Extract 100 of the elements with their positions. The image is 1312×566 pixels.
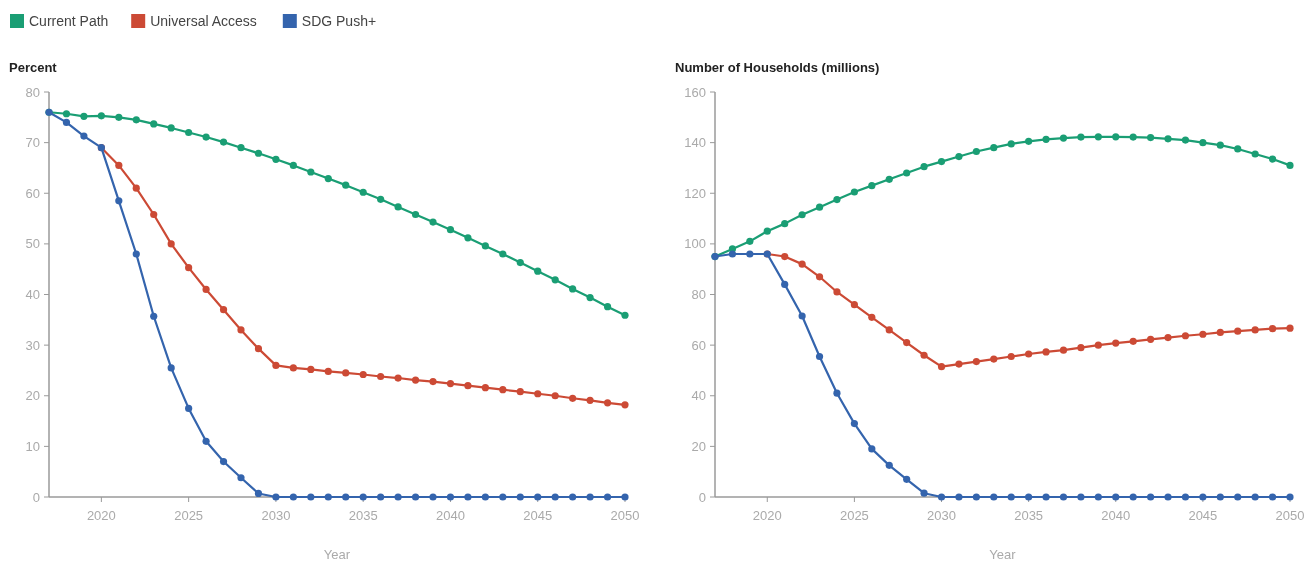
point (937, 493, 946, 501)
x-tick-label: 2050 (610, 508, 640, 523)
legend-label: Universal Access (150, 12, 257, 29)
y-tick-label: 120 (684, 185, 706, 201)
point (307, 493, 315, 501)
point (868, 445, 876, 453)
point (1129, 493, 1137, 501)
point (377, 195, 385, 203)
chart-title: Number of Households (millions) (675, 60, 880, 75)
point (446, 380, 455, 388)
point (342, 181, 350, 189)
point (1007, 493, 1015, 501)
point (868, 313, 876, 321)
point (972, 493, 980, 501)
point (342, 369, 350, 377)
point (569, 493, 577, 501)
point (499, 250, 507, 258)
point (990, 493, 998, 501)
point (481, 384, 489, 392)
point (850, 301, 858, 309)
y-tick-label: 100 (684, 236, 706, 252)
point (377, 493, 385, 501)
y-tick-label: 10 (25, 438, 40, 454)
y-tick-label: 20 (25, 388, 40, 404)
point (603, 399, 612, 407)
point (868, 182, 876, 190)
y-tick-label: 0 (32, 489, 40, 505)
point (781, 252, 789, 261)
x-tick-label: 2025 (839, 508, 869, 523)
point (1181, 493, 1190, 501)
x-tick-label: 2045 (523, 508, 553, 523)
point (411, 210, 420, 219)
point (464, 234, 472, 242)
point (1268, 493, 1277, 501)
point (920, 489, 928, 497)
point (1129, 133, 1137, 141)
point (80, 112, 88, 120)
point (394, 203, 402, 211)
point (150, 120, 158, 128)
point (903, 475, 911, 483)
point (1251, 326, 1259, 334)
point (429, 493, 437, 501)
point (1251, 493, 1259, 501)
point (1234, 493, 1242, 501)
x-tick-label: 2030 (927, 508, 956, 523)
point (185, 404, 193, 413)
point (586, 493, 594, 501)
point (815, 352, 824, 361)
point (132, 250, 140, 258)
point (1164, 493, 1172, 501)
point (1077, 493, 1085, 501)
point (516, 259, 524, 267)
point (481, 242, 489, 250)
point (1007, 352, 1015, 361)
point (97, 112, 105, 120)
point (1077, 133, 1085, 141)
point (781, 280, 789, 288)
point (1199, 330, 1207, 338)
point (185, 264, 193, 272)
point (272, 361, 280, 369)
y-tick-label: 20 (691, 438, 706, 454)
point (885, 461, 893, 469)
point (728, 250, 737, 258)
point (781, 220, 789, 228)
point (903, 169, 911, 177)
point (1025, 350, 1033, 358)
point (920, 351, 928, 359)
y-tick-label: 0 (698, 489, 706, 505)
point (1147, 335, 1155, 343)
point (359, 188, 367, 196)
point (150, 210, 158, 219)
point (219, 457, 228, 466)
point (551, 392, 559, 400)
y-tick-label: 80 (691, 287, 706, 303)
x-tick-label: 2035 (348, 508, 378, 523)
point (80, 132, 88, 140)
point (551, 276, 559, 284)
y-tick-label: 70 (25, 135, 40, 151)
point (1216, 493, 1224, 501)
point (551, 493, 559, 501)
x-tick-label: 2040 (435, 508, 465, 523)
point (746, 237, 754, 245)
point (289, 161, 297, 170)
point (62, 118, 71, 126)
y-tick-label: 50 (25, 236, 40, 252)
point (534, 390, 542, 398)
point (394, 493, 402, 501)
point (1059, 346, 1068, 354)
point (621, 401, 629, 409)
point (132, 116, 140, 124)
point (972, 147, 980, 156)
point (815, 273, 824, 281)
point (815, 203, 824, 211)
point (586, 293, 594, 302)
point (1042, 135, 1050, 143)
point (342, 493, 350, 501)
point (798, 260, 806, 268)
point (885, 326, 893, 334)
x-tick-label: 2025 (174, 508, 204, 523)
point (1042, 348, 1050, 356)
